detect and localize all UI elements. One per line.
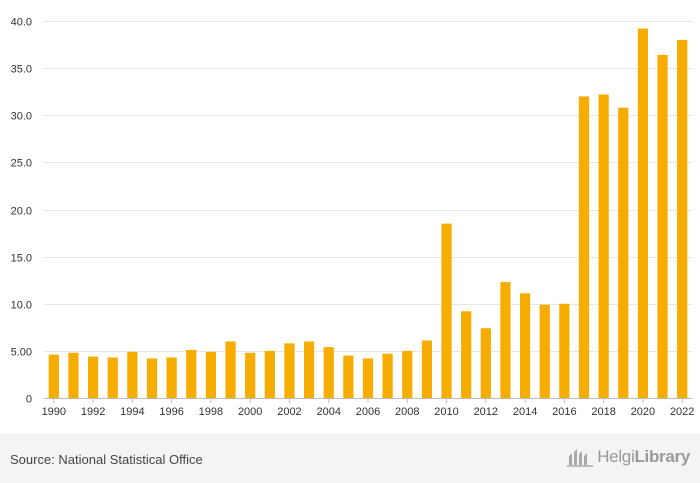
bars <box>48 28 688 399</box>
logo-text-bold: Library <box>634 447 690 466</box>
bar-1997 <box>186 349 197 398</box>
x-tick-label: 2014 <box>513 406 537 418</box>
bar-2003 <box>303 341 315 398</box>
x-tick-label: 2020 <box>631 406 655 418</box>
x-tick-label: 2012 <box>474 406 498 418</box>
bar-2021 <box>657 54 668 399</box>
x-tick-label: 2002 <box>277 406 301 418</box>
bar-2001 <box>264 350 275 399</box>
bar-1998 <box>205 351 217 398</box>
bar-2018 <box>598 94 609 398</box>
x-tick-label: 2010 <box>434 406 458 418</box>
x-tick-label: 2018 <box>591 406 615 418</box>
x-tick-label: 1996 <box>159 406 183 418</box>
logo-text: HelgiLibrary <box>597 447 690 467</box>
bar-2016 <box>559 303 570 398</box>
bar-2006 <box>362 358 374 398</box>
x-axis <box>44 398 692 403</box>
y-tick-label: 30.0 <box>11 111 32 123</box>
x-tick-label: 2008 <box>395 406 419 418</box>
y-tick-label: 20.0 <box>11 206 32 218</box>
bar-2008 <box>402 350 413 399</box>
bar-2015 <box>539 304 550 398</box>
bar-2012 <box>480 328 491 398</box>
y-tick-label: 10.0 <box>11 300 32 312</box>
bar-2013 <box>500 282 511 398</box>
bar-2010 <box>441 223 452 398</box>
bar-2005 <box>343 355 354 398</box>
bar-1992 <box>87 356 99 398</box>
bar-2009 <box>421 340 433 398</box>
bar-2014 <box>519 293 531 398</box>
x-tick-label: 1992 <box>81 406 105 418</box>
bar-2019 <box>618 107 629 399</box>
x-tick-label: 1998 <box>199 406 223 418</box>
bar-1991 <box>68 352 79 398</box>
footer: Source: National Statistical Office Helg… <box>0 433 700 483</box>
y-tick-label: 40.0 <box>11 17 32 29</box>
bar-2007 <box>382 353 393 398</box>
helgi-library-icon <box>567 449 594 467</box>
bar-2011 <box>461 311 472 398</box>
bar-2020 <box>637 28 649 398</box>
y-tick-label: 15.0 <box>11 253 32 265</box>
bar-2002 <box>284 343 295 398</box>
bar-1994 <box>127 351 138 398</box>
bar-2017 <box>578 96 590 399</box>
source-label: Source: National Statistical Office <box>10 452 203 467</box>
x-tick-label: 2004 <box>316 406 340 418</box>
helgi-library-logo: HelgiLibrary <box>567 447 690 467</box>
bar-2000 <box>245 352 256 398</box>
bar-1990 <box>48 354 59 398</box>
x-tick-label: 1994 <box>120 406 144 418</box>
bar-1996 <box>166 357 177 398</box>
x-tick-label: 2006 <box>356 406 380 418</box>
y-tick-label: 35.0 <box>11 64 32 76</box>
bar-2022 <box>677 39 688 398</box>
bar-1993 <box>107 357 118 398</box>
y-tick-label: 0 <box>26 394 32 406</box>
x-tick-label: 2022 <box>670 406 694 418</box>
y-tick-label: 25.0 <box>11 158 32 170</box>
y-axis-labels: 0 5.00 10.0 15.0 20.0 25.0 30.0 35.0 40.0 <box>11 17 32 406</box>
grid-lines <box>44 21 692 352</box>
x-tick-label: 1990 <box>42 406 66 418</box>
bar-2004 <box>323 347 334 398</box>
y-tick-label: 5.00 <box>11 347 32 359</box>
x-tick-label: 2016 <box>552 406 576 418</box>
x-tick-label: 2000 <box>238 406 262 418</box>
bar-1999 <box>225 341 236 398</box>
bar-1995 <box>146 358 158 398</box>
x-axis-labels: 1990 1992 1994 1996 1998 2000 2002 2004 2006 2008… <box>42 406 695 418</box>
logo-text-light: Helgi <box>597 447 635 466</box>
